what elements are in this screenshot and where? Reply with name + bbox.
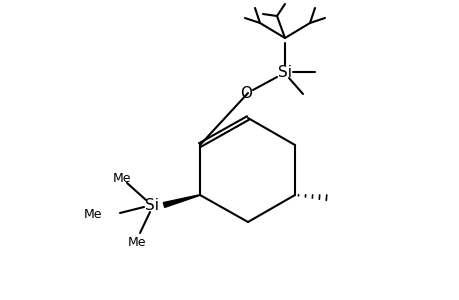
Polygon shape xyxy=(163,195,200,207)
Text: Me: Me xyxy=(112,172,131,185)
Text: Si: Si xyxy=(277,64,291,80)
Text: Me: Me xyxy=(128,236,146,250)
Text: Si: Si xyxy=(145,197,159,212)
Text: Me: Me xyxy=(84,208,102,221)
Text: O: O xyxy=(240,85,252,100)
